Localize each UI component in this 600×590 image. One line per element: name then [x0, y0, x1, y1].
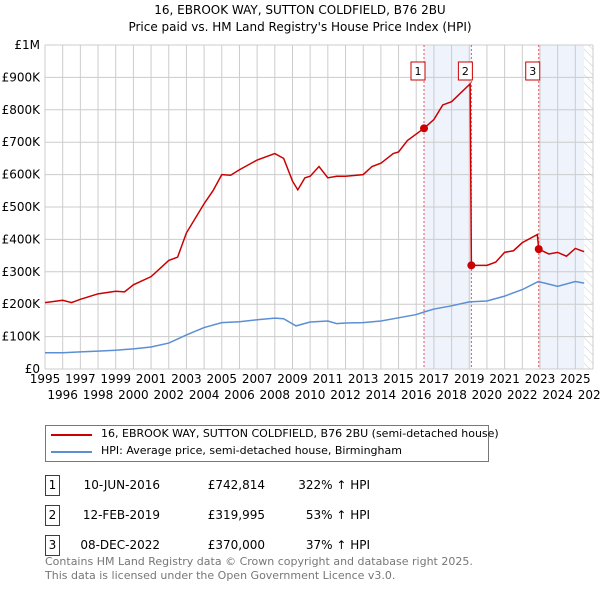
chart-body: 1995 1996 1997 1998 1999 2000 2001 2002 2003 2004…: [2, 38, 600, 402]
sale-point: [534, 245, 543, 254]
y-tick-label: £400K: [2, 232, 42, 246]
chart-subtitle: Price paid vs. HM Land Registry's House …: [128, 20, 471, 34]
x-tick-label: 2014: [366, 388, 397, 402]
x-tick-label: 2019: [454, 372, 485, 386]
x-tick-label: 2001: [136, 372, 167, 386]
x-tick-label: 2008: [260, 388, 291, 402]
y-tick-label: £800K: [2, 103, 42, 117]
x-tick-label: 2010: [295, 388, 326, 402]
sale-date: 10-JUN-2016: [83, 478, 160, 492]
y-tick-label: £300K: [2, 265, 42, 279]
footer-line-2: This data is licensed under the Open Gov…: [45, 569, 396, 582]
chart-plot: 16, EBROOK WAY, SUTTON COLDFIELD, B76 2B…: [2, 3, 600, 402]
sale-hpi-change: 37% ↑ HPI: [305, 538, 370, 552]
x-tick-label: 1998: [83, 388, 114, 402]
x-tick-label: 2011: [313, 372, 344, 386]
sale-number-box: 3: [45, 535, 60, 556]
sale-point: [467, 261, 476, 270]
footer-line-1: Contains HM Land Registry data © Crown c…: [45, 555, 473, 568]
y-tick-label: £600K: [2, 168, 42, 182]
x-tick-label: 2003: [171, 372, 202, 386]
y-tick-label: £1M: [14, 38, 40, 52]
x-tick-label: 2015: [383, 372, 414, 386]
x-tick-label: 2024: [542, 388, 573, 402]
legend: 16, EBROOK WAY, SUTTON COLDFIELD, B76 2B…: [45, 425, 499, 462]
sale-label-box: [525, 61, 541, 81]
x-tick-label: 2023: [525, 372, 556, 386]
x-tick-label: 2017: [419, 372, 450, 386]
x-tick-label: 2012: [330, 388, 361, 402]
x-tick-label: 2016: [401, 388, 432, 402]
legend-swatch-hpi: [51, 451, 92, 453]
y-tick-label: £700K: [2, 135, 42, 149]
sale-point: [420, 124, 429, 133]
x-tick-label: 1997: [65, 372, 96, 386]
x-tick-label: 1996: [47, 388, 78, 402]
sale-price: £742,814: [207, 478, 265, 492]
sale-label-box: [457, 61, 473, 81]
x-tick-label: 2013: [348, 372, 379, 386]
sale-date: 12-FEB-2019: [82, 508, 160, 522]
x-tick-label: 2025: [560, 372, 591, 386]
sale-price: £370,000: [207, 538, 265, 552]
x-tick-label: 2004: [189, 388, 220, 402]
x-tick-label: 2000: [118, 388, 149, 402]
hpi-line: [45, 280, 585, 354]
sale-date: 08-DEC-2022: [80, 538, 160, 552]
x-tick-label: 2026: [578, 388, 600, 402]
x-tick-label: 1999: [100, 372, 131, 386]
y-tick-label: £900K: [2, 70, 42, 84]
sale-label-box: [410, 61, 426, 81]
sale-label-number: 1: [415, 65, 422, 78]
y-tick-label: £500K: [2, 200, 42, 214]
x-tick-label: 2007: [242, 372, 273, 386]
legend-label-property: 16, EBROOK WAY, SUTTON COLDFIELD, B76 2B…: [101, 427, 499, 440]
sale-label-number: 2: [462, 65, 469, 78]
y-tick-label: £0: [25, 362, 40, 376]
x-tick-label: 2022: [507, 388, 538, 402]
sale-number-box: 2: [45, 505, 60, 526]
x-tick-label: 2009: [277, 372, 308, 386]
x-tick-label: 2018: [436, 388, 467, 402]
x-tick-label: 2005: [207, 372, 238, 386]
sale-hpi-change: 53% ↑ HPI: [305, 508, 370, 522]
x-tick-label: 1995: [30, 372, 61, 386]
y-tick-label: £200K: [2, 297, 42, 311]
legend-swatch-property: [51, 434, 92, 436]
chart-title: 16, EBROOK WAY, SUTTON COLDFIELD, B76 2B…: [154, 3, 445, 17]
price-paid-line: [44, 82, 585, 304]
sale-price: £319,995: [207, 508, 265, 522]
sale-number-box: 1: [45, 475, 60, 496]
x-tick-label: 2021: [489, 372, 520, 386]
x-tick-label: 2006: [224, 388, 255, 402]
x-tick-label: 2020: [472, 388, 503, 402]
legend-label-hpi: HPI: Average price, semi-detached house,…: [101, 444, 402, 457]
x-tick-label: 2002: [153, 388, 184, 402]
sale-label-number: 3: [529, 65, 536, 78]
sale-hpi-change: 322% ↑ HPI: [298, 478, 370, 492]
y-tick-label: £100K: [2, 330, 42, 344]
